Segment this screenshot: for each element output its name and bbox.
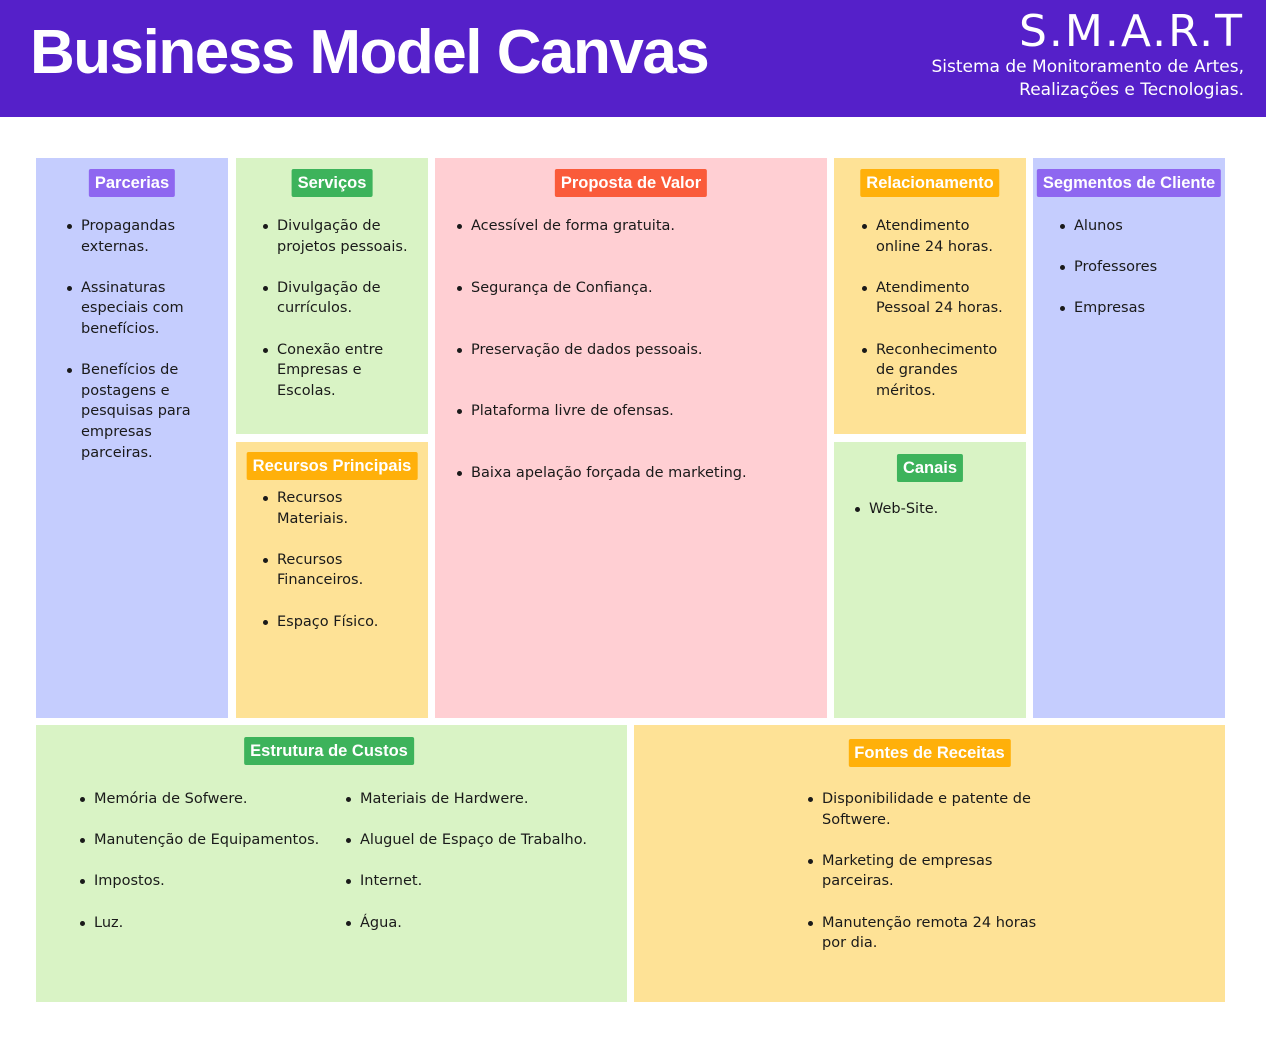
block-title-custos: Estrutura de Custos [244, 737, 414, 765]
block-relacionamento: Relacionamento Atendimento online 24 hor… [834, 158, 1026, 434]
list-item: Manutenção remota 24 horas por dia. [808, 913, 1048, 954]
list-item: Web-Site. [855, 499, 1015, 520]
block-title-relacionamento: Relacionamento [860, 169, 1000, 197]
list-item: Impostos. [80, 871, 330, 892]
block-title-canais: Canais [896, 454, 964, 482]
block-title-proposta: Proposta de Valor [554, 169, 708, 197]
brand-subtitle-line-2: Realizações e Tecnologias. [1019, 80, 1244, 100]
block-title-segmentos: Segmentos de Cliente [1036, 169, 1222, 197]
block-canais: Canais Web-Site. [834, 442, 1026, 718]
block-title-servicos: Serviços [291, 169, 373, 197]
brand-subtitle-line-1: Sistema de Monitoramento de Artes, [931, 57, 1245, 77]
list-receitas: Disponibilidade e patente de Softwere. M… [808, 789, 1048, 954]
list-item: Recursos Financeiros. [263, 550, 413, 591]
list-item: Conexão entre Empresas e Escolas. [263, 340, 423, 402]
list-item: Acessível de forma gratuita. [457, 216, 817, 237]
block-parcerias: Parcerias Propagandas externas. Assinatu… [36, 158, 228, 718]
page-title: Business Model Canvas [30, 18, 710, 87]
list-canais: Web-Site. [855, 499, 1015, 520]
list-item: Disponibilidade e patente de Softwere. [808, 789, 1048, 830]
list-item: Água. [346, 913, 616, 934]
list-item: Marketing de empresas parceiras. [808, 851, 1048, 892]
list-item: Memória de Sofwere. [80, 789, 330, 810]
brand-block: S.M.A.R.T Sistema de Monitoramento de Ar… [932, 8, 1245, 102]
list-servicos: Divulgação de projetos pessoais. Divulga… [263, 216, 423, 401]
list-item: Atendimento online 24 horas. [862, 216, 1012, 257]
list-item: Baixa apelação forçada de marketing. [457, 463, 817, 484]
block-title-recursos: Recursos Principais [246, 452, 418, 480]
list-item: Internet. [346, 871, 616, 892]
list-item: Recursos Materiais. [263, 488, 413, 529]
brand-name: S.M.A.R.T [1018, 6, 1244, 57]
list-item: Plataforma livre de ofensas. [457, 401, 817, 422]
list-item: Materiais de Hardwere. [346, 789, 616, 810]
list-item: Aluguel de Espaço de Trabalho. [346, 830, 616, 851]
list-item: Segurança de Confiança. [457, 278, 817, 299]
block-recursos: Recursos Principais Recursos Materiais. … [236, 442, 428, 718]
list-item: Espaço Físico. [263, 612, 413, 633]
list-item: Empresas [1060, 298, 1210, 319]
block-servicos: Serviços Divulgação de projetos pessoais… [236, 158, 428, 434]
block-receitas: Fontes de Receitas Disponibilidade e pat… [634, 725, 1225, 1002]
list-custos-right: Materiais de Hardwere. Aluguel de Espaço… [346, 789, 616, 933]
list-item: Atendimento Pessoal 24 horas. [862, 278, 1012, 319]
list-item: Divulgação de projetos pessoais. [263, 216, 423, 257]
list-item: Preservação de dados pessoais. [457, 340, 817, 361]
block-segmentos: Segmentos de Cliente Alunos Professores … [1033, 158, 1225, 718]
block-title-parcerias: Parcerias [88, 169, 176, 197]
list-recursos: Recursos Materiais. Recursos Financeiros… [263, 488, 413, 632]
list-item: Reconhecimento de grandes méritos. [862, 340, 1012, 402]
list-item: Propagandas externas. [67, 216, 217, 257]
list-item: Manutenção de Equipamentos. [80, 830, 330, 851]
list-segmentos: Alunos Professores Empresas [1060, 216, 1210, 319]
list-relacionamento: Atendimento online 24 horas. Atendimento… [862, 216, 1012, 401]
list-item: Luz. [80, 913, 330, 934]
block-title-receitas: Fontes de Receitas [848, 739, 1011, 767]
block-custos: Estrutura de Custos Memória de Sofwere. … [36, 725, 627, 1002]
list-item: Divulgação de currículos. [263, 278, 423, 319]
list-item: Benefícios de postagens e pesquisas para… [67, 360, 217, 463]
list-proposta: Acessível de forma gratuita. Segurança d… [457, 216, 817, 484]
list-parcerias: Propagandas externas. Assinaturas especi… [67, 216, 217, 463]
block-proposta: Proposta de Valor Acessível de forma gra… [435, 158, 827, 718]
list-item: Alunos [1060, 216, 1210, 237]
list-item: Assinaturas especiais com benefícios. [67, 278, 217, 340]
list-custos-left: Memória de Sofwere. Manutenção de Equipa… [80, 789, 330, 933]
header-bar: Business Model Canvas S.M.A.R.T Sistema … [0, 0, 1266, 117]
list-item: Professores [1060, 257, 1210, 278]
